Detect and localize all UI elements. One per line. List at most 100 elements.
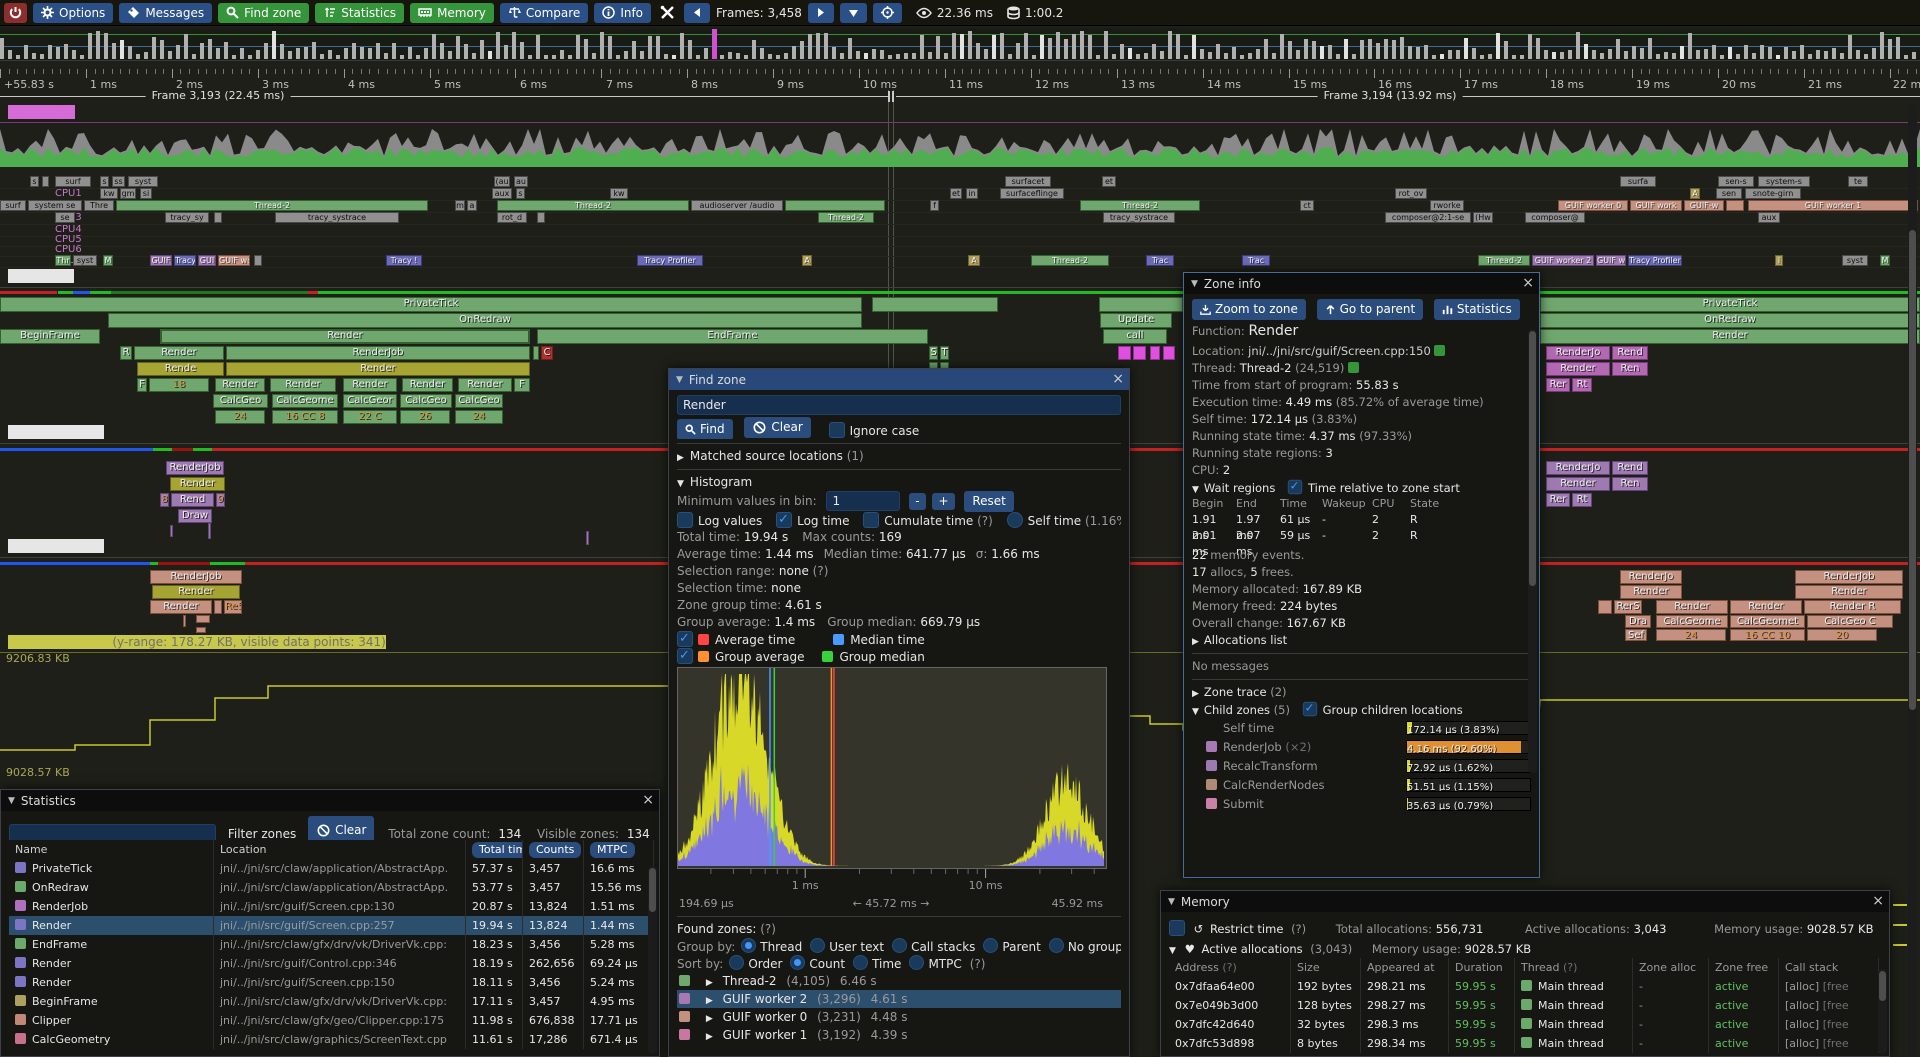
statistics-titlebar[interactable]: ▼ Statistics × [1,790,659,811]
col-zone-alloc[interactable]: Zone alloc [1633,958,1709,977]
memory-allocation-row[interactable]: 0x7dfaa64e00 192 bytes 298.21 ms 59.95 s… [1169,977,1881,996]
col-thread[interactable]: Thread [1521,961,1559,974]
statistics-row[interactable]: Clipper jni/../jni/src/claw/gfx/geo/Clip… [9,1011,651,1030]
col-counts[interactable]: Counts [529,842,581,858]
sort-by-option[interactable]: Count [790,957,845,971]
matched-source-locations[interactable]: Matched source locations [690,449,843,463]
allocations-list-section[interactable]: Allocations list [1204,633,1287,647]
col-total-time[interactable]: Total tim [472,842,523,858]
child-zone-row[interactable]: Self time 172.14 µs (3.83%) [1192,718,1531,737]
found-zone-group[interactable]: ▶ Thread-2 (4,105) 6.46 s [677,972,1121,990]
child-zone-row[interactable]: Submit 35.63 µs (0.79%) [1192,794,1531,813]
col-mtpc[interactable]: MTPC [590,842,635,858]
expand-icon[interactable]: ▶ [1192,634,1199,649]
main-scrollbar[interactable] [1908,105,1917,1055]
sort-by-option[interactable]: MTPC [909,957,961,971]
alloc-link[interactable]: [alloc] [1785,999,1819,1012]
zone-statistics-button[interactable]: Statistics [1434,299,1520,320]
free-link[interactable]: [free [1823,1018,1849,1031]
child-zone-row[interactable]: RenderJob (×2) 4.16 ms (92.60%) [1192,737,1531,756]
group-by-option[interactable]: Thread [741,940,802,954]
found-zone-group[interactable]: ▶ GUIF worker 0 (3,231) 4.48 s [677,1008,1121,1026]
statistics-row[interactable]: RenderJob jni/../jni/src/guif/Screen.cpp… [9,897,651,916]
memory-allocation-row[interactable]: 0x7dfc53d898 8 bytes 298.34 ms 59.95 s M… [1169,1034,1881,1053]
go-to-parent-button[interactable]: Go to parent [1317,299,1424,320]
zone-info-titlebar[interactable]: ▼ Zone info × [1184,273,1539,294]
bin-minus-button[interactable]: - [909,493,925,510]
col-address[interactable]: Address [1175,961,1219,974]
col-call-stack[interactable]: Call stack [1779,958,1879,977]
collapse-icon[interactable]: ▼ [677,476,684,491]
log-values-checkbox[interactable] [677,512,693,528]
group-by-option[interactable]: User text [810,940,884,954]
child-zones-section[interactable]: Child zones [1204,703,1270,717]
col-location[interactable]: Location [214,840,466,859]
find-zone-titlebar[interactable]: ▼ Find zone × [669,369,1129,390]
alloc-link[interactable]: [alloc] [1785,1037,1819,1050]
alloc-link[interactable]: [alloc] [1785,1018,1819,1031]
memory-titlebar[interactable]: ▼ Memory × [1161,891,1889,912]
group-by-option[interactable]: Parent [983,940,1040,954]
restrict-time-checkbox[interactable] [1169,920,1185,936]
clear-filter-button[interactable]: Clear [308,816,374,840]
col-duration[interactable]: Duration [1449,958,1515,977]
statistics-row[interactable]: CalcGeometry jni/../jni/src/claw/graphic… [9,1030,651,1049]
collapse-icon[interactable]: ▼ [1169,943,1176,958]
zone-trace-section[interactable]: Zone trace [1204,685,1267,699]
cumulate-time-checkbox[interactable] [863,512,879,528]
filter-zones-input[interactable] [9,824,216,840]
histogram-section[interactable]: Histogram [690,475,752,489]
free-link[interactable]: [free [1823,1037,1849,1050]
self-time-checkbox[interactable] [1007,512,1023,528]
alloc-link[interactable]: [alloc] [1785,980,1819,993]
ignore-case-checkbox[interactable] [829,422,845,438]
group-by-option[interactable]: Call stacks [892,940,975,954]
clear-button[interactable]: Clear [744,417,810,438]
time-relative-checkbox[interactable] [1288,480,1302,494]
close-icon[interactable]: × [1872,891,1884,912]
child-zone-row[interactable]: CalcRenderNodes 51.51 µs (1.15%) [1192,775,1531,794]
statistics-row[interactable]: Render jni/../jni/src/guif/Screen.cpp:25… [9,916,651,935]
free-link[interactable]: [free [1823,999,1849,1012]
source-button[interactable] [1434,345,1445,356]
group-by-option[interactable]: No grouping [1049,940,1121,954]
sort-by-option[interactable]: Time [853,957,901,971]
expand-icon[interactable]: ▶ [677,450,684,465]
bin-plus-button[interactable]: + [932,493,954,510]
collapse-icon[interactable]: ▼ [1192,482,1199,496]
memory-allocation-row[interactable]: 0x7dfc42d640 32 bytes 298.3 ms 59.95 s M… [1169,1015,1881,1034]
col-appeared-at[interactable]: Appeared at [1361,958,1449,977]
show-avg-checkbox[interactable] [677,631,693,647]
min-bin-input[interactable] [826,491,900,511]
statistics-row[interactable]: Render jni/../jni/src/guif/Control.cpp:3… [9,954,651,973]
find-button[interactable]: Find [677,419,733,439]
statistics-row[interactable]: OnRedraw jni/../jni/src/claw/application… [9,878,651,897]
zoom-to-zone-button[interactable]: Zoom to zone [1192,299,1306,320]
col-size[interactable]: Size [1291,958,1361,977]
log-time-checkbox[interactable] [776,512,792,528]
sort-by-option[interactable]: Order [729,957,782,971]
found-zone-group[interactable]: ▶ GUIF worker 2 (3,296) 4.61 s [677,990,1121,1008]
found-zone-group[interactable]: ▶ GUIF worker 1 (3,192) 4.39 s [677,1026,1121,1044]
statistics-row[interactable]: PrivateTick jni/../jni/src/claw/applicat… [9,859,651,878]
statistics-row[interactable]: Render jni/../jni/src/guif/Screen.cpp:15… [9,973,651,992]
col-zone-free[interactable]: Zone free [1709,958,1779,977]
active-allocations-section[interactable]: Active allocations [1202,942,1303,956]
collapse-icon[interactable]: ▼ [1192,704,1199,718]
child-zone-row[interactable]: RecalcTransform 72.92 µs (1.62%) [1192,756,1531,775]
wait-regions-section[interactable]: Wait regions [1204,481,1275,495]
zone-info-scrollbar[interactable] [1528,329,1537,773]
thread-pin-button[interactable] [1348,362,1359,373]
statistics-row[interactable]: BeginFrame jni/../jni/src/claw/gfx/drv/v… [9,992,651,1011]
memory-scrollbar[interactable] [1878,969,1887,1054]
free-link[interactable]: [free [1823,980,1849,993]
close-icon[interactable]: × [642,790,654,811]
statistics-row[interactable]: EndFrame jni/../jni/src/claw/gfx/drv/vk/… [9,935,651,954]
close-icon[interactable]: × [1112,369,1124,390]
wait-region-row[interactable]: 1.91 ms1.97 ms61 µs-2R [1192,512,1531,528]
expand-icon[interactable]: ▶ [1192,686,1199,701]
memory-allocation-row[interactable]: 0x7e049b3d00 128 bytes 298.27 ms 59.95 s… [1169,996,1881,1015]
find-zone-query-input[interactable] [677,395,1121,415]
reset-button[interactable]: Reset [964,491,1014,512]
show-gavg-checkbox[interactable] [677,648,693,664]
